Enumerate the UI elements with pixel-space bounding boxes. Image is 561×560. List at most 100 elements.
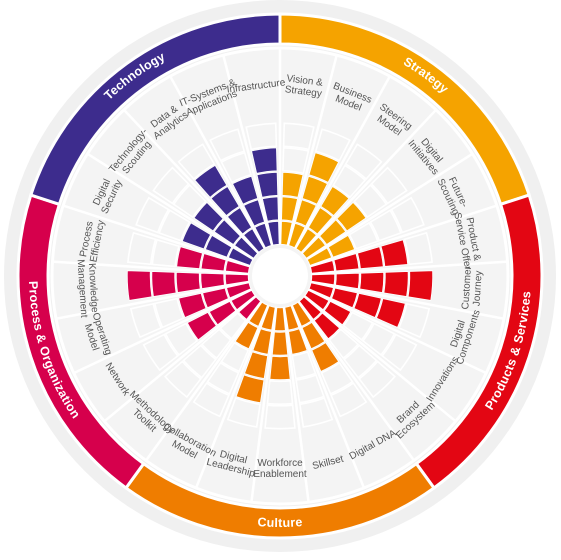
filled-cell-data-and-analytics <box>226 207 253 235</box>
empty-cell-innovations <box>381 333 418 372</box>
empty-cell-vision-and-strategy <box>282 122 315 151</box>
empty-cell-digital-dna <box>320 361 354 395</box>
empty-cell-brand-ecosystem <box>328 328 360 360</box>
empty-cell-operating-model <box>129 302 163 339</box>
filled-cell-data-and-analytics <box>243 228 265 253</box>
empty-cell-digital-dna <box>330 381 368 418</box>
filled-cell-future-scouting <box>306 247 333 266</box>
spoke-line <box>52 260 250 276</box>
empty-cell-innovations <box>342 311 374 341</box>
empty-cell-digital-initiatives <box>370 166 408 205</box>
empty-cell-operating-model <box>153 297 185 329</box>
spoke-line <box>303 294 457 423</box>
empty-cell-product-and-service-offer <box>403 231 433 266</box>
filled-cell-customer-journey <box>383 271 409 297</box>
filled-cell-infrastructure <box>256 171 279 198</box>
empty-cell-technology-scouting <box>172 183 207 219</box>
empty-cell-steering-model <box>332 164 367 199</box>
empty-cell-methodology-toolkit <box>219 311 247 340</box>
filled-cell-knowledge-management <box>175 271 201 294</box>
empty-cell-skillset <box>291 350 317 380</box>
filled-cell-digital-initiatives <box>336 201 367 232</box>
empty-cell-steering-model <box>344 143 383 181</box>
filled-cell-steering-model <box>320 186 350 217</box>
filled-cell-operating-model <box>226 282 252 299</box>
filled-cell-product-and-service-offer <box>357 246 384 270</box>
filled-cell-business-model <box>288 222 306 249</box>
filled-cell-technology-scouting <box>213 219 241 246</box>
filled-cell-steering-model <box>295 228 317 253</box>
filled-cell-product-and-service-offer <box>380 239 409 267</box>
spoke-line <box>293 75 391 250</box>
filled-cell-technology-scouting <box>193 201 224 232</box>
filled-cell-knowledge-management <box>151 271 177 297</box>
spoke-line <box>300 108 437 255</box>
filled-cell-digital-initiatives <box>319 219 347 246</box>
empty-cell-digital-initiatives <box>353 183 388 219</box>
empty-cell-collaboration-model <box>192 381 230 418</box>
filled-cell-infrastructure <box>261 196 279 222</box>
spoke-line <box>222 54 274 247</box>
filled-cell-network <box>230 289 256 311</box>
filled-cell-methodology-toolkit <box>238 296 262 320</box>
filled-cell-digital-components <box>308 282 334 299</box>
spoke-line <box>73 288 253 375</box>
filled-cell-workforce-enablement <box>269 355 291 381</box>
spoke-line <box>250 306 278 503</box>
filled-cell-product-and-service-offer <box>333 253 360 272</box>
filled-cell-business-model <box>301 175 328 205</box>
grid-cells <box>126 122 434 430</box>
filled-cell-process-efficiency <box>200 253 227 272</box>
spoke-line <box>307 288 487 375</box>
empty-cell-skillset <box>298 396 334 428</box>
spoke-line <box>310 260 508 276</box>
filled-cell-digital-dna <box>311 342 340 372</box>
filled-cell-vision-and-strategy <box>281 171 304 198</box>
spoke-line <box>169 75 267 250</box>
empty-cell-methodology-toolkit <box>200 328 232 360</box>
filled-cell-digital-security <box>227 247 254 266</box>
filled-cell-customer-journey <box>335 272 360 290</box>
category-label-culture: Culture <box>257 515 303 530</box>
filled-cell-network <box>186 311 217 341</box>
spoke-line <box>290 304 366 489</box>
empty-cell-methodology-toolkit <box>163 360 202 399</box>
filled-cell-digital-leadership <box>260 305 276 331</box>
filled-cell-vision-and-strategy <box>281 196 299 222</box>
filled-cell-digital-security <box>181 222 212 250</box>
spoke-line <box>123 108 260 255</box>
empty-cell-digital-security <box>135 196 170 234</box>
empty-cell-brand-ecosystem <box>343 344 378 379</box>
filled-cell-data-and-analytics <box>194 164 228 198</box>
filled-cell-knowledge-management <box>200 272 225 290</box>
spoke-line <box>144 300 263 462</box>
dimension-label-workforce-enablement: Workforce Enablement <box>253 458 307 480</box>
filled-cell-workforce-enablement <box>271 331 289 356</box>
empty-cell-technology-scouting <box>152 166 190 205</box>
empty-cell-infrastructure <box>245 122 278 151</box>
empty-cell-process-efficiency <box>127 231 157 266</box>
filled-cell-innovations <box>304 289 330 311</box>
filled-cell-digital-leadership <box>235 374 265 404</box>
filled-cell-knowledge-management <box>126 270 153 301</box>
filled-cell-it-systems-and-applications <box>232 175 259 205</box>
filled-cell-data-and-analytics <box>210 186 240 217</box>
filled-cell-operating-model <box>178 292 207 319</box>
filled-cell-process-efficiency <box>176 246 203 270</box>
empty-cell-network <box>164 322 199 357</box>
empty-cell-it-systems-and-applications <box>220 151 252 184</box>
empty-cell-vision-and-strategy <box>282 147 310 175</box>
filled-cell-collaboration-model <box>248 301 268 327</box>
category-ring <box>16 12 544 540</box>
center-hole <box>252 248 308 304</box>
filled-cell-innovations <box>323 300 352 326</box>
filled-cell-knowledge-management <box>224 273 250 286</box>
empty-cell-business-model <box>314 128 351 162</box>
filled-cell-customer-journey <box>310 273 336 286</box>
empty-cell-skillset <box>295 373 325 404</box>
spoke-line <box>286 54 338 247</box>
dimension-label-vision-and-strategy: Vision &Strategy <box>284 73 324 99</box>
empty-cell-network <box>142 333 179 372</box>
filled-cell-network <box>208 300 237 326</box>
